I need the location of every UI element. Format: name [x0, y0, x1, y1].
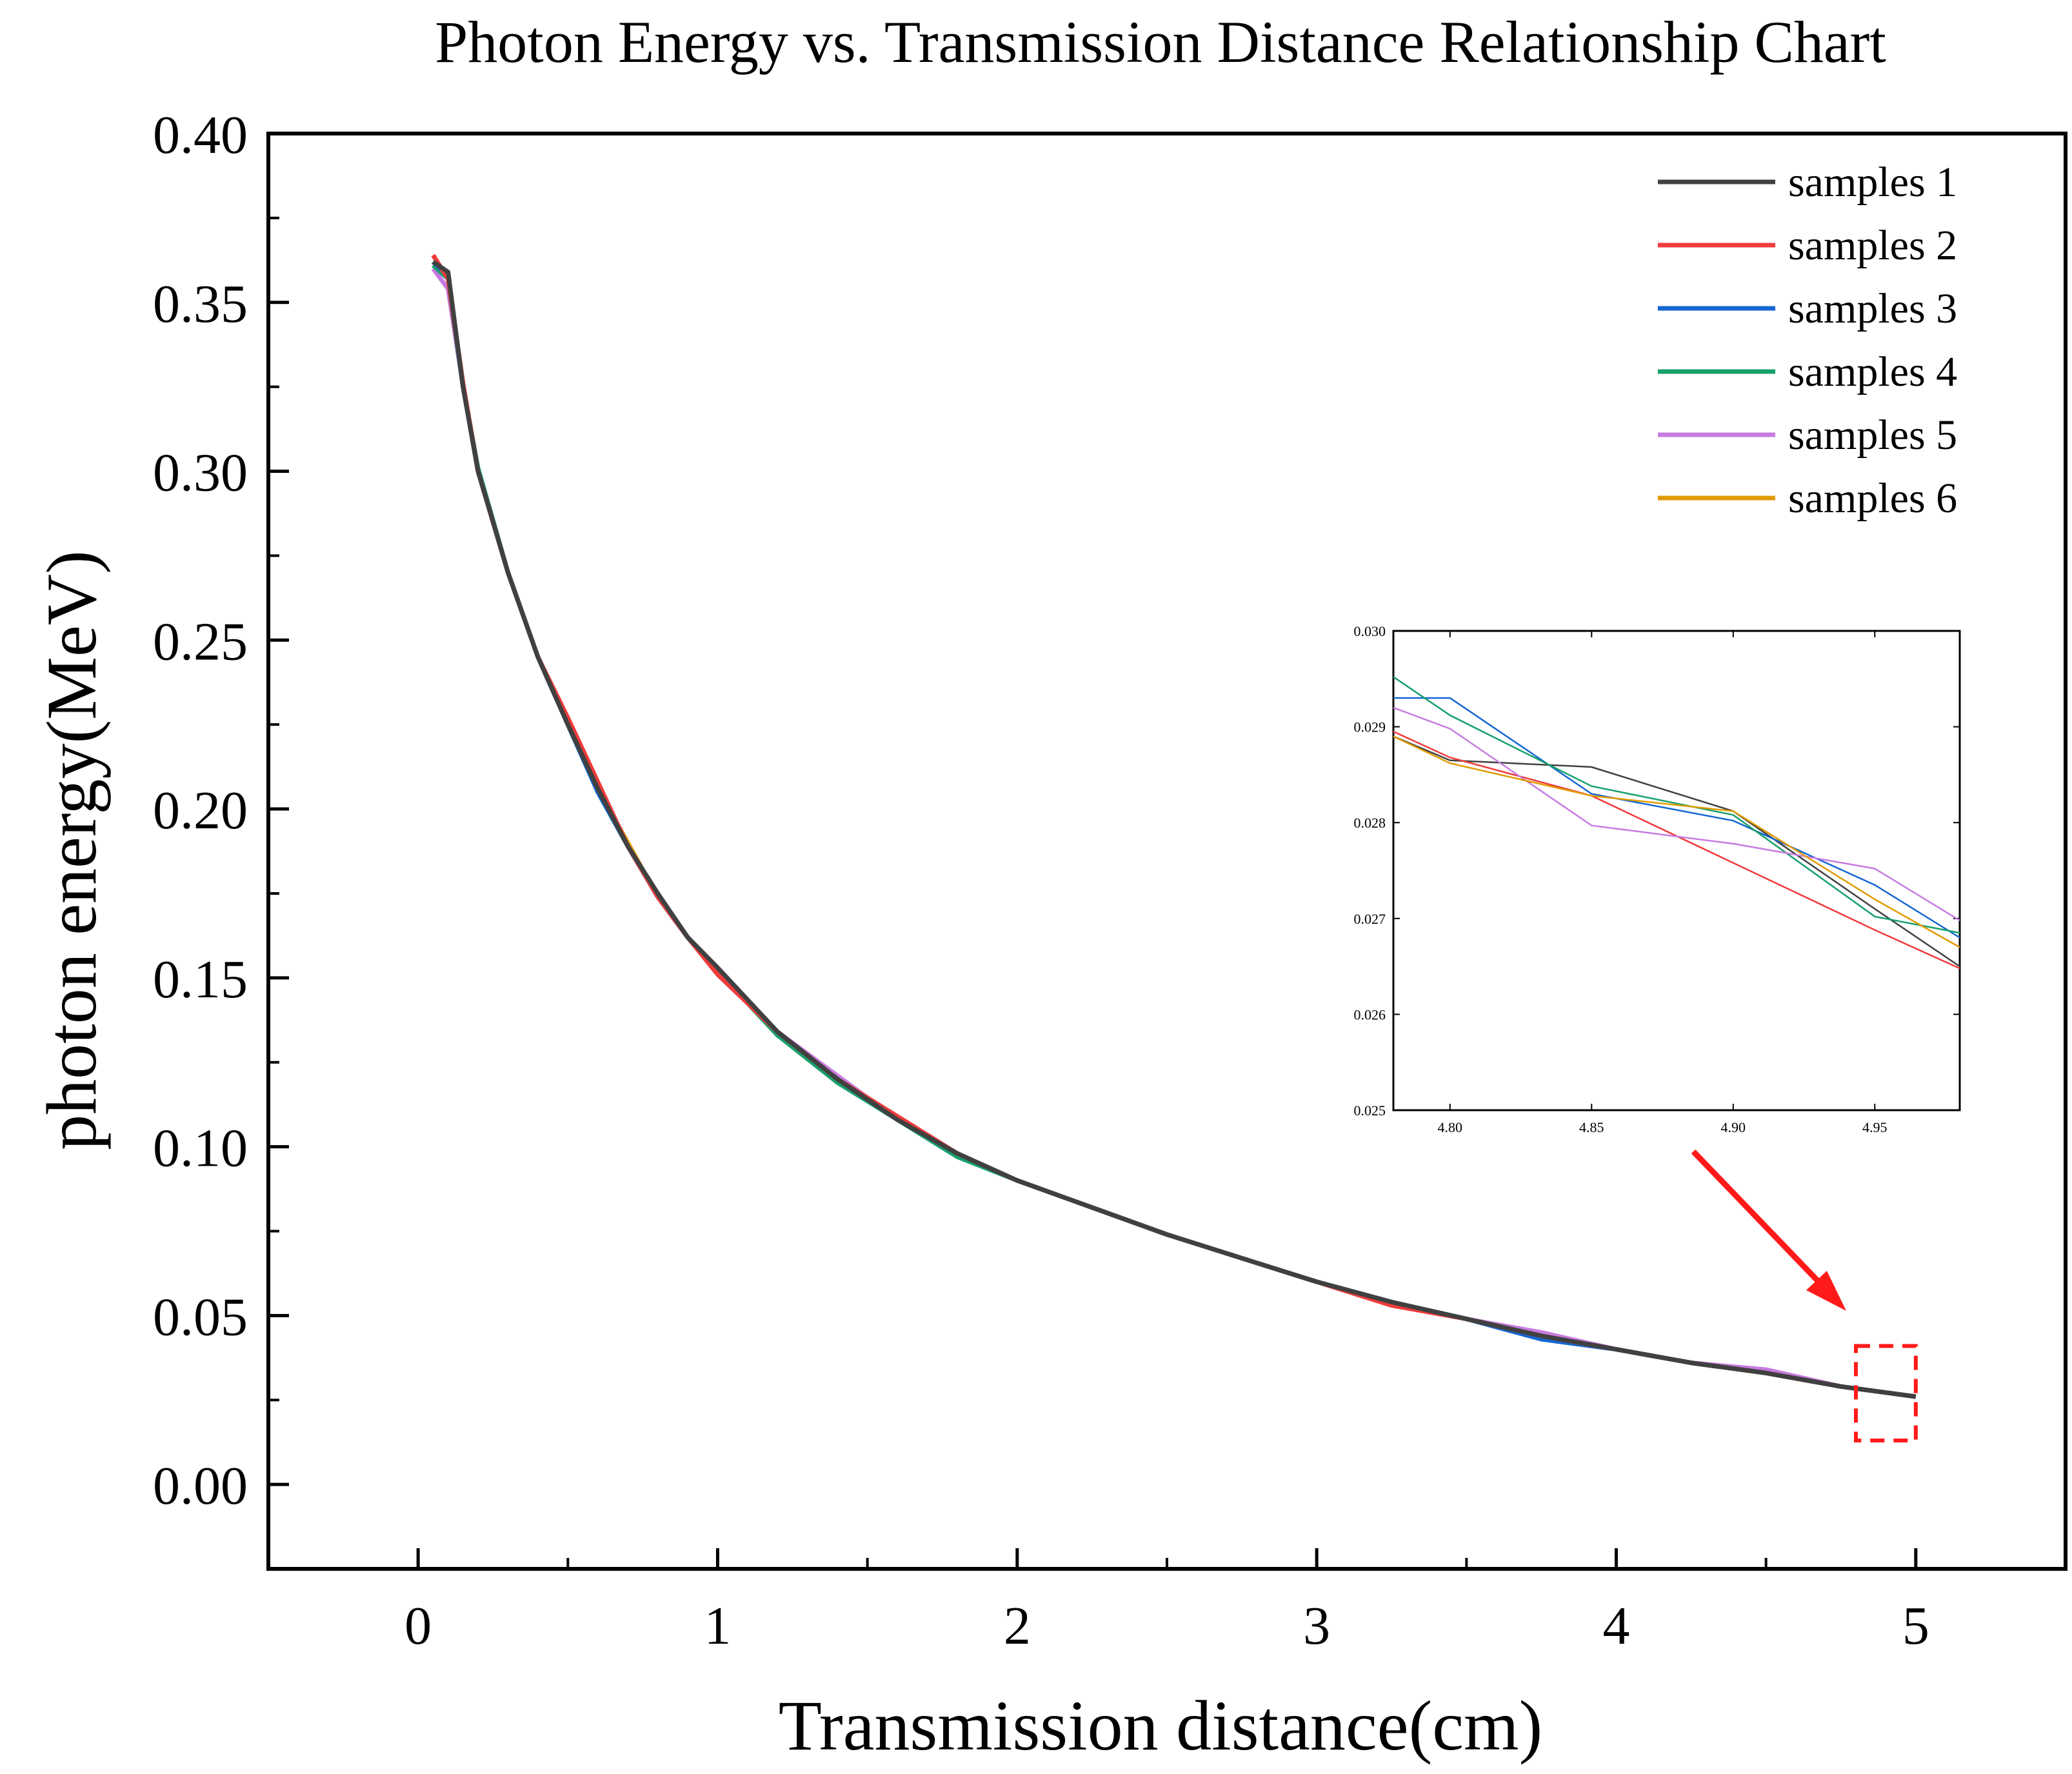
inset-x-tick-label: 4.85: [1579, 1119, 1604, 1135]
inset-y-tick-label: 0.026: [1354, 1006, 1386, 1022]
chart-title: Photon Energy vs. Transmission Distance …: [435, 9, 1886, 75]
y-tick-label: 0.00: [153, 1456, 248, 1516]
inset-series-line-samples-3: [1393, 697, 1960, 939]
x-tick-label: 4: [1603, 1596, 1630, 1656]
y-tick-label: 0.40: [153, 105, 248, 165]
y-tick-label: 0.35: [153, 274, 248, 334]
highlight-box: [1853, 1344, 1918, 1443]
y-axis-label: photon energy(MeV): [32, 550, 111, 1150]
legend-label: samples 6: [1788, 475, 1957, 522]
inset-series-line-samples-5: [1393, 706, 1960, 921]
inset-x-tick-label: 4.90: [1721, 1119, 1746, 1135]
y-tick-label: 0.30: [153, 443, 248, 503]
x-tick-label: 2: [1004, 1596, 1031, 1656]
inset-y-tick-label: 0.030: [1354, 623, 1386, 639]
inset-zoom-chart: 4.80 4.85 4.90 4.95 0.025 0.026 0.027 0.028 0.02…: [1354, 623, 1961, 1135]
y-tick-label: 0.10: [153, 1119, 248, 1179]
inset-series-lines: [1393, 676, 1960, 970]
inset-frame: [1392, 630, 1961, 1111]
zoom-arrow-line: [1691, 1149, 1826, 1289]
x-axis-label: Transmission distance(cm): [779, 1686, 1542, 1765]
legend-label: samples 2: [1788, 222, 1957, 269]
inset-axes-ticks: 4.80 4.85 4.90 4.95 0.025 0.026 0.027 0.028 0.02…: [1354, 623, 1960, 1135]
y-tick-label: 0.20: [153, 781, 248, 841]
inset-x-tick-label: 4.95: [1862, 1119, 1888, 1135]
inset-x-tick-label: 4.80: [1438, 1119, 1463, 1135]
main-series-lines: [431, 254, 1917, 1399]
inset-y-tick-label: 0.025: [1354, 1102, 1386, 1119]
inset-series-line-samples-2: [1393, 730, 1960, 970]
x-tick-label: 0: [404, 1596, 432, 1656]
inset-y-tick-label: 0.028: [1354, 815, 1386, 831]
legend: samples 1 samples 2 samples 3 samples 4 samp…: [1658, 159, 1957, 522]
y-tick-label: 0.15: [153, 950, 248, 1010]
main-axes-ticks: 0 1 2 3 4 5 0.00 0.05 0.10 0.15 0.20 0.25 0.30 0.35 0.…: [153, 105, 1929, 1656]
legend-label: samples 3: [1788, 285, 1957, 332]
x-tick-label: 5: [1902, 1596, 1929, 1656]
y-tick-label: 0.25: [153, 612, 248, 672]
x-tick-label: 1: [704, 1596, 732, 1656]
inset-y-tick-label: 0.029: [1354, 719, 1386, 735]
legend-label: samples 5: [1788, 412, 1957, 459]
x-tick-label: 3: [1303, 1596, 1330, 1656]
legend-label: samples 4: [1788, 348, 1957, 395]
inset-series-line-samples-4: [1393, 676, 1960, 934]
inset-series-line-samples-6: [1393, 735, 1960, 948]
y-tick-label: 0.05: [153, 1287, 248, 1347]
zoom-arrow-head: [1806, 1271, 1846, 1311]
inset-y-tick-label: 0.027: [1354, 911, 1386, 927]
series-line-samples-1: [432, 260, 1917, 1399]
legend-label: samples 1: [1788, 159, 1957, 206]
